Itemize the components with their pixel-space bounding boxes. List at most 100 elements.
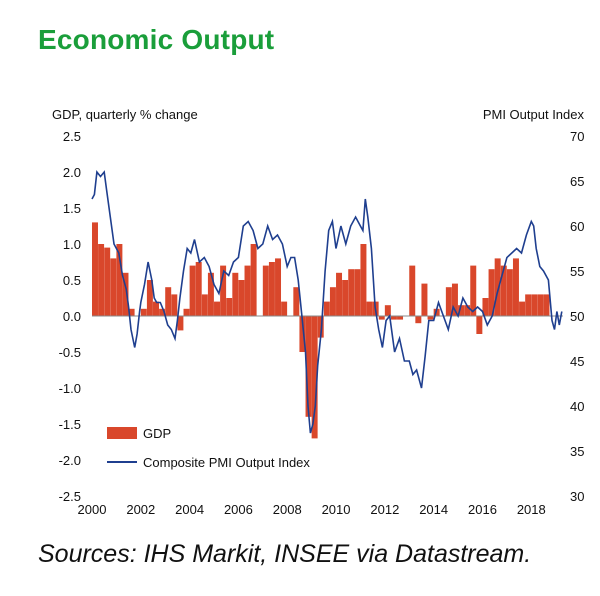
gdp-bar — [329, 287, 336, 316]
gdp-bar — [366, 301, 373, 316]
gdp-bar — [189, 265, 196, 316]
gdp-bar — [92, 222, 98, 316]
gdp-bar — [390, 316, 397, 320]
gdp-bar — [165, 287, 172, 316]
gdp-bar — [110, 258, 117, 316]
gdp-bar — [153, 301, 159, 316]
gdp-bar — [305, 316, 312, 417]
gdp-bar — [226, 298, 233, 316]
gdp-bar — [201, 294, 208, 316]
gdp-bar — [476, 316, 483, 334]
y-right-tick-label: 45 — [570, 354, 584, 369]
y-left-tick-label: -2.0 — [59, 453, 81, 468]
gdp-bar — [488, 269, 495, 316]
y-left-tick-label: -2.5 — [59, 489, 81, 504]
gdp-bar — [207, 272, 214, 316]
gdp-bar — [543, 294, 550, 316]
y-right-tick-label: 40 — [570, 399, 584, 414]
gdp-bar — [354, 269, 361, 316]
y-right-tick-label: 70 — [570, 129, 584, 144]
gdp-bar — [220, 265, 227, 316]
y-left-tick-label: -1.0 — [59, 381, 81, 396]
gdp-bar — [378, 316, 385, 320]
gdp-bar — [122, 272, 129, 316]
gdp-bar — [494, 258, 501, 316]
gdp-bar — [171, 294, 178, 316]
gdp-bar — [397, 316, 404, 320]
gdp-bar — [421, 283, 428, 316]
y-left-tick-label: 2.0 — [63, 165, 81, 180]
gdp-bar — [238, 280, 245, 316]
gdp-bar — [128, 308, 135, 316]
y-right-tick-label: 50 — [570, 309, 584, 324]
gdp-bar — [384, 305, 391, 316]
gdp-bar — [506, 269, 513, 316]
y-left-tick-label: 0.5 — [63, 273, 81, 288]
y-left-tick-label: 1.0 — [63, 237, 81, 252]
gdp-bar — [348, 269, 355, 316]
gdp-bar — [293, 287, 300, 316]
gdp-bar — [250, 244, 257, 316]
gdp-bar — [159, 308, 166, 316]
x-tick-label: 2002 — [126, 502, 155, 517]
gdp-bar — [214, 301, 220, 316]
gdp-bar — [183, 308, 190, 316]
gdp-bar — [281, 301, 288, 316]
x-tick-label: 2008 — [273, 502, 302, 517]
gdp-bar — [232, 272, 239, 316]
gdp-bar — [458, 305, 465, 316]
y-left-axis-label: GDP, quarterly % change — [52, 107, 198, 122]
gdp-bar — [360, 244, 367, 316]
gdp-bar — [500, 265, 507, 316]
gdp-bar — [470, 265, 477, 316]
gdp-bar — [427, 316, 434, 320]
y-left-tick-label: 1.5 — [63, 201, 81, 216]
x-tick-label: 2016 — [468, 502, 497, 517]
legend-label-gdp: GDP — [143, 426, 171, 441]
gdp-bar — [177, 316, 184, 331]
gdp-bar — [482, 298, 489, 316]
gdp-bar — [98, 244, 105, 316]
x-tick-label: 2014 — [419, 502, 448, 517]
x-tick-label: 2004 — [175, 502, 204, 517]
gdp-bar — [531, 294, 538, 316]
gdp-bar — [195, 262, 202, 316]
gdp-bar — [317, 316, 324, 338]
y-right-axis-label: PMI Output Index — [483, 107, 585, 122]
gdp-bar — [104, 247, 111, 316]
gdp-bar — [525, 294, 532, 316]
gdp-bar — [299, 316, 306, 352]
gdp-bar — [451, 283, 458, 316]
source-note: Sources: IHS Markit, INSEE via Datastrea… — [38, 540, 532, 568]
y-right-tick-label: 30 — [570, 489, 584, 504]
y-right-tick-label: 55 — [570, 264, 584, 279]
gdp-bar — [244, 265, 251, 316]
y-left-tick-label: 2.5 — [63, 129, 81, 144]
gdp-bar — [464, 305, 471, 316]
gdp-bar — [537, 294, 544, 316]
gdp-bar — [342, 280, 349, 316]
gdp-bar — [311, 316, 318, 439]
legend: GDP Composite PMI Output Index — [107, 426, 310, 470]
gdp-bar — [415, 316, 422, 324]
y-right-tick-label: 60 — [570, 219, 584, 234]
gdp-bar — [512, 258, 519, 316]
legend-label-pmi: Composite PMI Output Index — [143, 455, 310, 470]
gdp-bar — [336, 272, 343, 316]
y-right-tick-label: 35 — [570, 444, 584, 459]
y-right-tick-label: 65 — [570, 174, 584, 189]
y-left-tick-label: 0.0 — [63, 309, 81, 324]
x-tick-label: 2012 — [370, 502, 399, 517]
gdp-bar — [146, 280, 153, 316]
gdp-bar — [323, 301, 330, 316]
y-left-tick-label: -0.5 — [59, 345, 81, 360]
x-tick-label: 2010 — [322, 502, 351, 517]
gdp-bar — [116, 244, 123, 316]
pmi-series-line — [91, 169, 563, 434]
x-tick-label: 2006 — [224, 502, 253, 517]
gdp-bar — [275, 258, 282, 316]
y-left-tick-label: -1.5 — [59, 417, 81, 432]
chart-title: Economic Output — [38, 24, 275, 55]
gdp-bar — [268, 262, 275, 316]
